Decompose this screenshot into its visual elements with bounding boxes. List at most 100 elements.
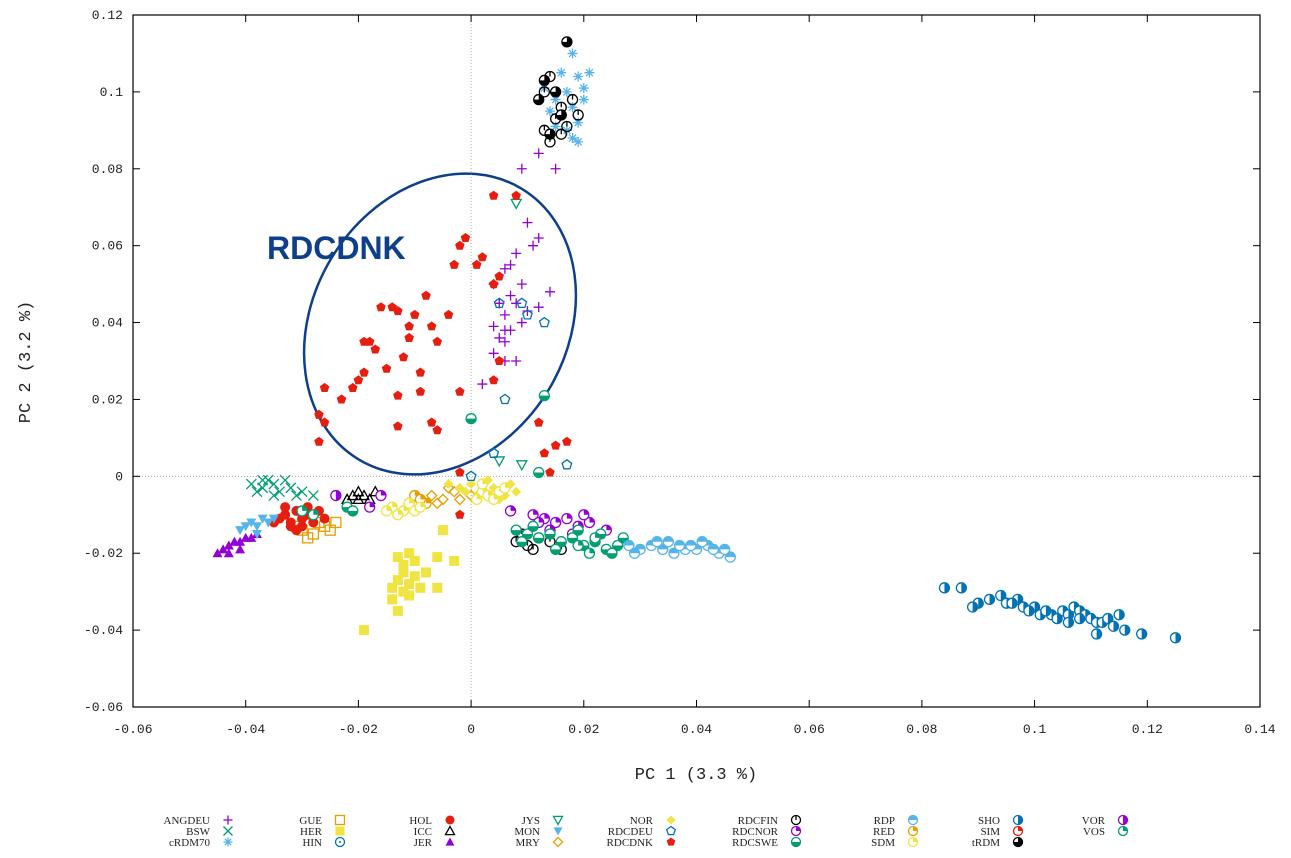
y-tick-label: 0.04: [92, 316, 123, 331]
point-trdm: [561, 36, 573, 48]
legend-label: RDCDNK: [607, 837, 654, 849]
x-tick-label: 0.14: [1244, 722, 1275, 737]
legend-label: SIM: [980, 826, 1000, 838]
point-rdcdnk: [550, 440, 561, 450]
point-rdcnor: [504, 505, 517, 517]
legend-label: RDCSWE: [732, 837, 778, 849]
point-rdcdnk: [494, 271, 504, 281]
point-angdeu: [533, 232, 544, 243]
point-rdcswe: [566, 532, 579, 544]
point-mry: [442, 481, 455, 494]
point-angdeu: [516, 317, 527, 328]
point-hol: [280, 509, 291, 520]
legend-label: ANGDEU: [164, 815, 210, 827]
y-tick-label: 0.12: [92, 8, 123, 23]
point-her: [392, 552, 403, 563]
point-rdcnor: [578, 509, 590, 521]
point-crdm70: [573, 71, 584, 82]
point-jer: [223, 540, 234, 550]
x-tick-label: -0.06: [113, 722, 152, 737]
point-rdcswe: [595, 528, 607, 540]
point-rdcdnk: [511, 190, 521, 200]
point-rdcdnk: [381, 363, 392, 373]
point-bsw: [274, 486, 285, 498]
point-mon: [235, 526, 246, 536]
point-rdcdnk: [415, 386, 426, 396]
axes: -0.06 -0.04 -0.02 0 0.02 0.04 0.06 0.08 0.1 0.12 0…: [84, 8, 1276, 737]
point-sho: [1169, 632, 1182, 644]
point-angdeu: [505, 259, 516, 270]
point-sdm: [414, 501, 427, 513]
point-rdcdnk: [562, 436, 572, 446]
point-rdcswe: [465, 413, 477, 425]
point-angdeu: [511, 356, 522, 366]
legend-item-trdm: tRDM: [972, 836, 1024, 849]
point-her: [398, 559, 409, 570]
point-rdcswe: [527, 520, 539, 532]
point-rdcdeu: [516, 297, 528, 309]
point-angdeu: [505, 290, 516, 301]
point-rdcdnk: [404, 321, 414, 331]
point-rdcdnk: [393, 306, 403, 316]
point-her: [404, 548, 415, 559]
point-rdcfin: [555, 128, 567, 140]
legend-item-bsw: BSW: [186, 826, 233, 838]
point-sho: [955, 582, 967, 594]
rdcdnk-annotation-label: RDCDNK: [267, 230, 406, 266]
point-jys: [493, 456, 506, 468]
legend-label: BSW: [186, 826, 210, 838]
legend-item-jer: JER: [414, 837, 455, 849]
point-angdeu: [488, 348, 499, 359]
point-rdcdnk: [393, 421, 403, 431]
point-her: [398, 586, 409, 597]
point-rdcdnk: [348, 382, 358, 392]
point-rdcswe: [347, 505, 359, 517]
point-rdcdnk: [359, 367, 369, 377]
point-sho: [1136, 628, 1148, 640]
point-her: [409, 555, 420, 566]
point-bsw: [245, 478, 257, 490]
point-rdcdnk: [319, 417, 330, 427]
point-her: [392, 575, 403, 586]
point-rdp: [707, 543, 720, 556]
point-sho: [1040, 605, 1052, 617]
legend-label: SDM: [871, 837, 895, 849]
legend-label: SHO: [978, 815, 1000, 827]
point-her: [437, 525, 448, 536]
point-angdeu: [494, 298, 505, 309]
legend-label: cRDM70: [169, 837, 210, 849]
x-tick-label: -0.02: [339, 722, 378, 737]
point-rdcswe: [521, 528, 534, 540]
point-rdcdnk: [398, 352, 409, 362]
legend-item-rdcdeu: RDCDEU: [608, 825, 677, 838]
point-angdeu: [499, 309, 510, 320]
point-sho: [1090, 628, 1103, 640]
legend-label: JER: [414, 837, 433, 849]
point-bsw: [257, 482, 269, 494]
y-tick-label: -0.04: [84, 623, 123, 638]
rdcdnk-highlight-ellipse: [302, 172, 578, 476]
point-angdeu: [544, 286, 555, 297]
point-rdcdnk: [455, 467, 465, 477]
point-gue: [302, 532, 314, 544]
legend-label: RED: [873, 826, 895, 838]
point-rdcdnk: [494, 356, 504, 365]
point-bsw: [268, 478, 280, 490]
legend-label: HIN: [302, 837, 322, 849]
point-bsw: [268, 490, 280, 502]
point-her: [404, 578, 415, 589]
point-rdp: [685, 539, 697, 552]
point-rdcnor: [375, 489, 387, 502]
point-her: [387, 594, 398, 605]
point-rdcfin: [572, 109, 584, 121]
point-her: [432, 552, 443, 563]
legend-label: VOR: [1082, 815, 1106, 827]
point-rdp: [628, 547, 641, 559]
point-rdcdnk: [336, 394, 347, 404]
point-rdcdeu: [488, 447, 500, 458]
point-sho: [1062, 616, 1075, 629]
point-vor: [330, 489, 342, 502]
point-rdp: [634, 543, 646, 556]
point-sdm: [499, 482, 511, 494]
point-icc: [357, 489, 371, 501]
